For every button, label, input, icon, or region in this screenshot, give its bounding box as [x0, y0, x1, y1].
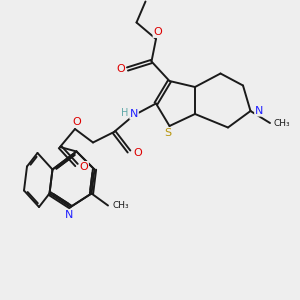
- Text: O: O: [133, 148, 142, 158]
- Text: CH₃: CH₃: [112, 201, 129, 210]
- Text: H: H: [122, 107, 129, 118]
- Text: O: O: [153, 27, 162, 38]
- Text: O: O: [72, 117, 81, 128]
- Text: O: O: [116, 64, 125, 74]
- Text: N: N: [65, 209, 73, 220]
- Text: O: O: [80, 161, 88, 172]
- Text: S: S: [164, 128, 172, 138]
- Text: N: N: [255, 106, 263, 116]
- Text: N: N: [130, 109, 138, 119]
- Text: CH₃: CH₃: [273, 118, 290, 127]
